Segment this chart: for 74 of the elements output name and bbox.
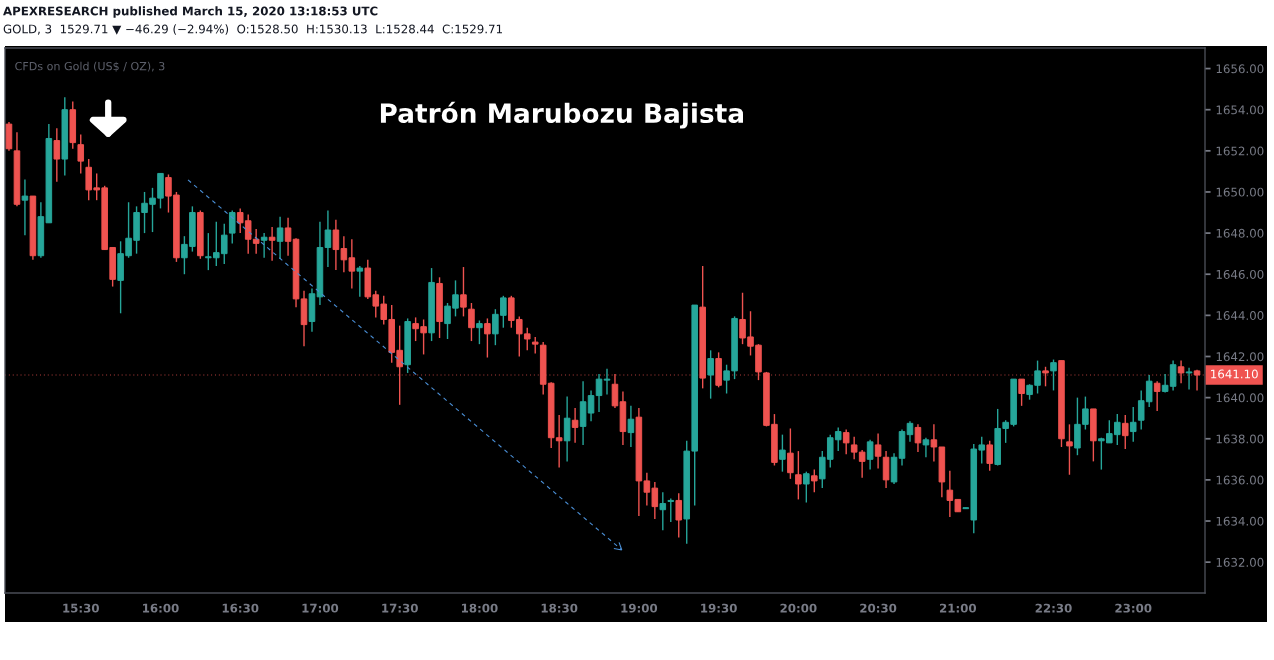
- x-tick-label: 16:00: [143, 603, 179, 613]
- candlestick: [811, 468, 818, 493]
- candlestick: [914, 423, 922, 453]
- x-tick-label: 21:00: [939, 603, 977, 613]
- annotation: CFDs on Gold (US$ / OZ), 3: [15, 61, 165, 72]
- candlestick: [1018, 378, 1025, 407]
- candlestick: [667, 497, 675, 523]
- x-tick-label: 16:30: [222, 603, 259, 613]
- y-tick-label: 1640.00: [1216, 393, 1264, 403]
- text: Patrón Marubozu Bajista: [380, 101, 743, 129]
- y-tick-label: 1636.00: [1216, 475, 1264, 485]
- x-tick-label: 20:30: [860, 603, 897, 613]
- candlestick: [866, 439, 874, 471]
- y-tick-label: 1654.00: [1216, 105, 1264, 115]
- candlestick: [659, 491, 667, 531]
- x-tick-label: 17:30: [382, 603, 418, 613]
- y-tick-label: 1638.00: [1216, 434, 1264, 444]
- x-tick-label: 18:00: [461, 603, 498, 613]
- candlestick: [468, 302, 475, 342]
- y-tick-label: 1650.00: [1216, 187, 1264, 197]
- x-tick-label: 17:00: [302, 603, 339, 613]
- x-tick-label: 20:00: [780, 603, 817, 613]
- candlestick: [779, 433, 786, 473]
- candlestick: [595, 373, 603, 413]
- text: APEXRESEARCH published March 15, 2020 13:18:53 UTC: [3, 6, 378, 18]
- candlestick: [874, 432, 882, 470]
- ref-line-label: 1641.10: [1211, 369, 1258, 379]
- y-tick-label: 1642.00: [1216, 352, 1264, 362]
- candlestick: [795, 450, 802, 501]
- y-tick-label: 1644.00: [1216, 311, 1264, 321]
- candlestick: [627, 405, 635, 448]
- y-tick-label: 1652.00: [1216, 146, 1264, 156]
- candlestick: [484, 317, 491, 359]
- candlestick: [356, 265, 364, 298]
- candlestick: [228, 209, 236, 245]
- candlestick: [77, 133, 85, 175]
- x-tick-label: 19:30: [701, 603, 737, 613]
- candlestick: [922, 437, 930, 458]
- candlestick: [268, 226, 276, 262]
- candlestick: [675, 492, 683, 539]
- candlestick: [571, 407, 579, 444]
- candlestick: [707, 349, 714, 400]
- candlestick: [260, 232, 268, 259]
- candlestick: [603, 368, 611, 396]
- candlestick: [803, 470, 810, 504]
- candlestick: [563, 395, 571, 463]
- candlestick: [1121, 414, 1129, 450]
- candlestick: [1050, 358, 1057, 392]
- candlestick: [284, 216, 292, 257]
- candlestick: [842, 428, 850, 455]
- candlestick: [1066, 423, 1073, 476]
- candlestick: [460, 266, 467, 318]
- candlestick: [1185, 367, 1193, 391]
- candlestick: [21, 178, 29, 236]
- text: GOLD, 3 1529.71 ▼ −46.29 (−2.94%) O:1528.50 H:1530.13 L:1528.44 C:1529.71: [3, 24, 502, 35]
- candlestick: [986, 440, 993, 472]
- y-tick-label: 1632.00: [1216, 557, 1264, 567]
- y-tick-label: 1646.00: [1216, 269, 1264, 279]
- candlestick: [276, 215, 284, 260]
- candlestick: [787, 427, 794, 480]
- x-tick-label: 22:30: [1035, 603, 1072, 613]
- x-tick-label: 19:00: [621, 603, 658, 613]
- x-tick-label: 23:00: [1115, 603, 1152, 613]
- candlestick: [1129, 406, 1137, 443]
- candlestick: [906, 420, 914, 443]
- candlestick: [1153, 380, 1161, 412]
- candlestick: [53, 127, 61, 183]
- y-tick-label: 1648.00: [1216, 228, 1264, 238]
- y-tick-label: 1634.00: [1216, 516, 1264, 526]
- candlestick: [882, 450, 890, 489]
- candlestick: [476, 319, 483, 345]
- x-tick-label: 15:30: [63, 603, 99, 613]
- x-tick-label: 18:30: [541, 603, 578, 613]
- y-tick-label: 1656.00: [1216, 64, 1264, 74]
